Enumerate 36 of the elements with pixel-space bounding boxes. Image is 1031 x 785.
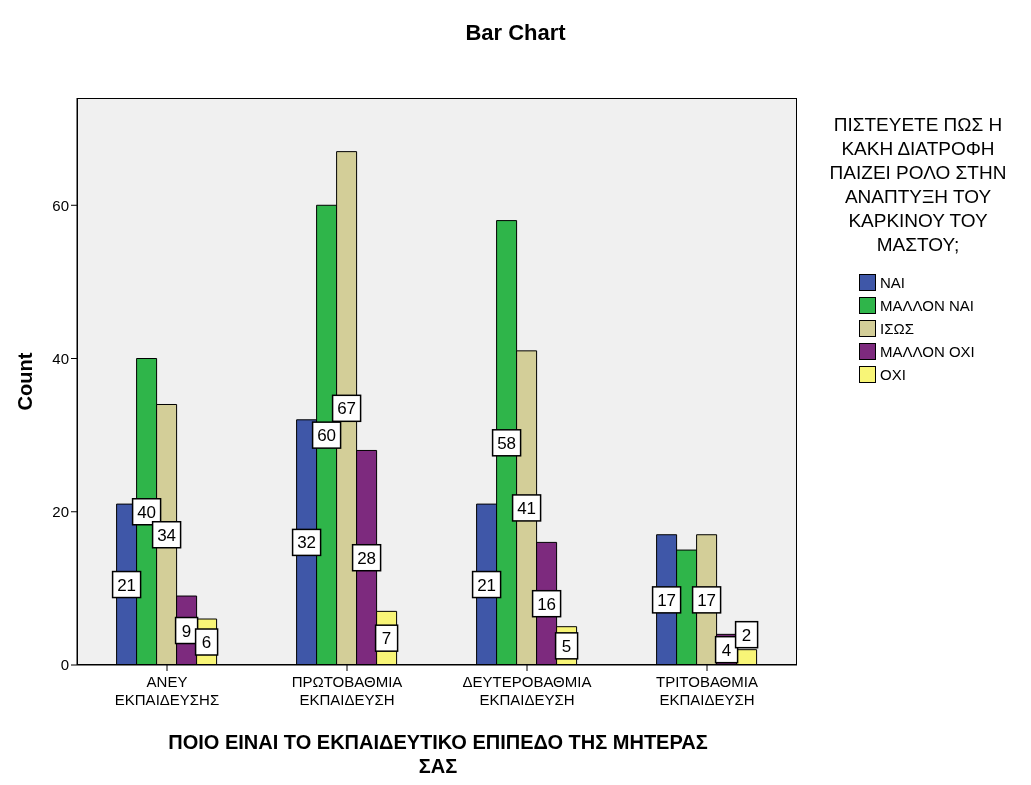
data-label: 21 [477, 575, 497, 595]
legend-label: ΙΣΩΣ [880, 320, 914, 337]
data-label: 7 [381, 629, 392, 649]
data-label: 5 [561, 636, 572, 656]
data-label: 58 [497, 433, 517, 453]
legend-title: ΠΙΣΤΕΥΕΤΕ ΠΩΣ Η ΚΑΚΗ ΔΙΑΤΡΟΦΗ ΠΑΙΖΕΙ ΡΟΛΟ ΣΤΗΝ ΑΝΑΠΤΥΞΗ ΤΟΥ ΚΑΡΚΙΝΟΥ ΤΟΥ ΜΑΣΤΟΥ; [828, 113, 1008, 257]
x-tick-label: ΑΝΕΥ ΕΚΠΑΙΔΕΥΣΗΣ [114, 673, 220, 708]
data-label: 40 [137, 502, 157, 522]
x-axis-title: ΠΟΙΟ ΕΙΝΑΙ ΤΟ ΕΚΠΑΙΔΕΥΤΙΚΟ ΕΠΙΠΕΔΟ ΤΗΣ ΜΗΤΕΡΑΣ ΣΑΣ [167, 730, 709, 778]
data-label: 4 [721, 640, 732, 660]
data-label: 32 [297, 533, 317, 553]
y-tick-label: 40 [52, 349, 69, 367]
data-label: 16 [537, 594, 557, 614]
data-label: 2 [741, 625, 752, 645]
data-label: 34 [157, 525, 177, 545]
data-label: 6 [201, 633, 212, 653]
data-label: 67 [337, 399, 357, 419]
x-tick-label: ΔΕΥΤΕΡΟΒΑΘΜΙΑ ΕΚΠΑΙΔΕΥΣΗ [462, 673, 592, 708]
data-label: 17 [657, 590, 677, 610]
data-label: 21 [117, 575, 137, 595]
y-tick-label: 0 [60, 656, 69, 674]
data-label: 28 [357, 548, 377, 568]
data-label: 17 [697, 590, 717, 610]
chart-title: Bar Chart [464, 20, 567, 46]
y-axis-title: Count [14, 352, 37, 411]
y-tick-label: 20 [52, 503, 69, 521]
legend-label: ΜΑΛΛΟΝ ΝΑΙ [880, 297, 974, 314]
data-label: 41 [517, 498, 537, 518]
data-label: 9 [181, 621, 192, 641]
data-label: 60 [317, 426, 337, 446]
legend-label: ΟΧΙ [880, 366, 906, 383]
legend-label: ΝΑΙ [880, 274, 906, 291]
legend-label: ΜΑΛΛΟΝ ΟΧΙ [880, 343, 975, 360]
y-tick-label: 60 [52, 196, 69, 214]
x-tick-label: ΤΡΙΤΟΒΑΘΜΙΑ ΕΚΠΑΙΔΕΥΣΗ [656, 673, 758, 708]
x-tick-label: ΠΡΩΤΟΒΑΘΜΙΑ ΕΚΠΑΙΔΕΥΣΗ [291, 673, 403, 708]
